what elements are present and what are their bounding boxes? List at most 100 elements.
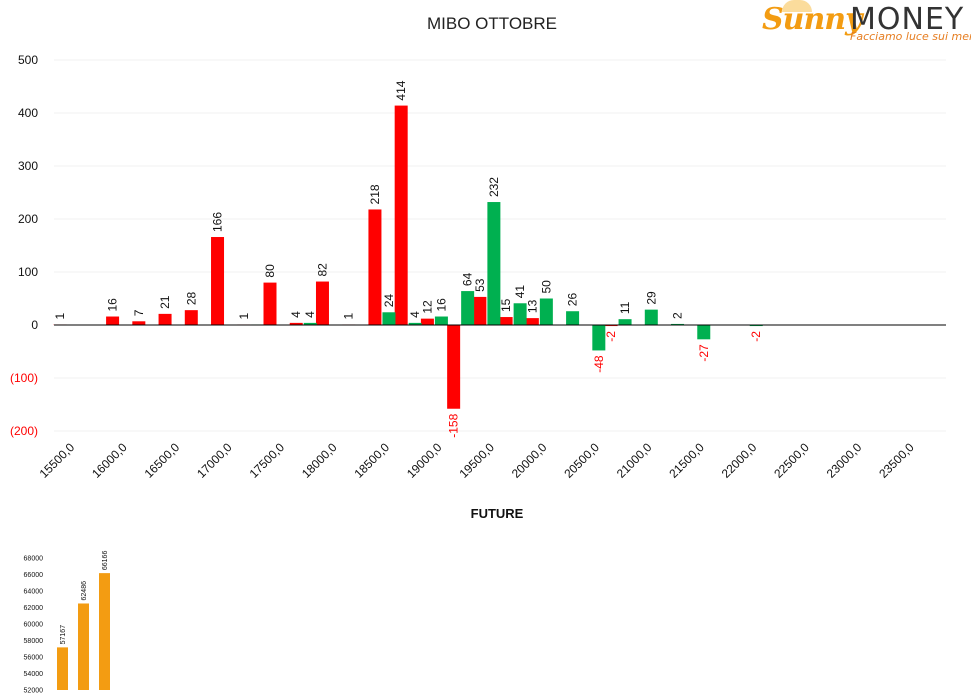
data-label: 4 xyxy=(303,311,317,318)
future-bar xyxy=(99,573,110,690)
data-label: -27 xyxy=(697,344,711,362)
data-label: 13 xyxy=(525,299,539,313)
bar xyxy=(461,291,474,325)
bar xyxy=(421,319,434,325)
data-label: 15 xyxy=(499,298,513,312)
data-label: -2 xyxy=(749,331,763,342)
x-tick-label: 21000,0 xyxy=(614,440,655,481)
data-label: 24 xyxy=(382,294,396,308)
data-label: 16 xyxy=(106,298,120,312)
y-tick-label: 400 xyxy=(18,106,38,120)
future-data-label: 66166 xyxy=(102,551,109,571)
bar xyxy=(185,310,198,325)
bar xyxy=(316,282,329,325)
bar xyxy=(447,325,460,409)
data-label: 50 xyxy=(539,280,553,294)
data-label: 28 xyxy=(184,291,198,305)
data-label: 21 xyxy=(158,295,172,309)
data-label: 11 xyxy=(618,301,632,314)
data-label: -158 xyxy=(447,413,461,437)
x-tick-label: 15500,0 xyxy=(37,440,78,481)
future-chart-title: FUTURE xyxy=(0,506,971,521)
data-label: 2 xyxy=(671,312,685,319)
bar xyxy=(566,311,579,325)
x-tick-label: 17500,0 xyxy=(247,440,288,481)
x-tick-label: 20500,0 xyxy=(561,440,602,481)
data-label: 12 xyxy=(420,300,434,314)
data-label: 80 xyxy=(263,264,277,278)
y-tick-label: 500 xyxy=(18,53,38,67)
future-y-tick-label: 54000 xyxy=(24,671,44,678)
bar xyxy=(395,106,408,325)
bar xyxy=(619,319,632,325)
future-data-label: 57167 xyxy=(60,625,67,645)
data-label: 4 xyxy=(289,311,303,318)
future-bar-chart: 52000 54000 56000 58000 60000 62000 64000 66000… xyxy=(0,540,200,699)
data-label: -2 xyxy=(604,331,618,342)
y-tick-label: (100) xyxy=(10,371,38,385)
future-y-tick-label: 62000 xyxy=(24,605,44,612)
bar xyxy=(106,317,119,325)
data-label: 1 xyxy=(237,312,251,319)
bar xyxy=(368,209,381,325)
bar xyxy=(500,317,513,325)
data-label: 82 xyxy=(315,263,329,277)
data-label: -48 xyxy=(592,355,606,373)
x-tick-label: 20000,0 xyxy=(509,440,550,481)
future-y-tick-label: 56000 xyxy=(24,655,44,662)
future-y-tick-label: 68000 xyxy=(24,556,44,563)
future-y-tick-label: 66000 xyxy=(24,572,44,579)
future-y-tick-label: 64000 xyxy=(24,589,44,596)
bar xyxy=(159,314,172,325)
data-label: 26 xyxy=(566,293,580,307)
mibo-bar-chart: (200)(100)0100200300400500116721 28166180… xyxy=(0,0,971,500)
data-label: 1 xyxy=(342,312,356,319)
future-y-tick-label: 52000 xyxy=(24,688,44,695)
y-tick-label: 100 xyxy=(18,265,38,279)
x-tick-label: 17000,0 xyxy=(194,440,235,481)
data-label: 16 xyxy=(434,298,448,312)
x-tick-label: 19500,0 xyxy=(456,440,497,481)
data-label: 4 xyxy=(408,311,422,318)
bar xyxy=(264,283,277,325)
bar xyxy=(132,321,145,325)
data-label: 53 xyxy=(473,278,487,292)
future-data-label: 62486 xyxy=(81,581,88,601)
bar xyxy=(645,310,658,325)
data-label: 41 xyxy=(513,285,527,299)
bar xyxy=(487,202,500,325)
bar xyxy=(473,297,486,325)
bar xyxy=(435,317,448,325)
x-tick-label: 16500,0 xyxy=(142,440,183,481)
x-tick-label: 18000,0 xyxy=(299,440,340,481)
bar xyxy=(526,318,539,325)
x-tick-label: 19000,0 xyxy=(404,440,445,481)
data-label: 29 xyxy=(644,291,658,305)
y-tick-label: 200 xyxy=(18,212,38,226)
y-tick-label: 0 xyxy=(31,318,38,332)
bar xyxy=(514,303,527,325)
x-tick-label: 22000,0 xyxy=(719,440,760,481)
bar xyxy=(592,325,605,350)
data-label: 1 xyxy=(53,312,67,319)
data-label: 7 xyxy=(132,309,146,316)
future-y-tick-label: 60000 xyxy=(24,622,44,629)
x-tick-label: 23000,0 xyxy=(824,440,865,481)
bar xyxy=(540,299,553,326)
x-tick-label: 23500,0 xyxy=(876,440,917,481)
bar xyxy=(211,237,224,325)
future-bar xyxy=(57,647,68,690)
bar xyxy=(382,312,395,325)
data-label: 414 xyxy=(394,80,408,100)
y-tick-label: (200) xyxy=(10,424,38,438)
x-tick-label: 21500,0 xyxy=(666,440,707,481)
data-label: 166 xyxy=(211,212,225,232)
x-tick-label: 16000,0 xyxy=(89,440,130,481)
future-bar xyxy=(78,603,89,690)
x-tick-label: 18500,0 xyxy=(351,440,392,481)
future-y-tick-label: 58000 xyxy=(24,638,44,645)
data-label: 64 xyxy=(461,272,475,286)
y-tick-label: 300 xyxy=(18,159,38,173)
data-label: 218 xyxy=(368,184,382,204)
x-tick-label: 22500,0 xyxy=(771,440,812,481)
